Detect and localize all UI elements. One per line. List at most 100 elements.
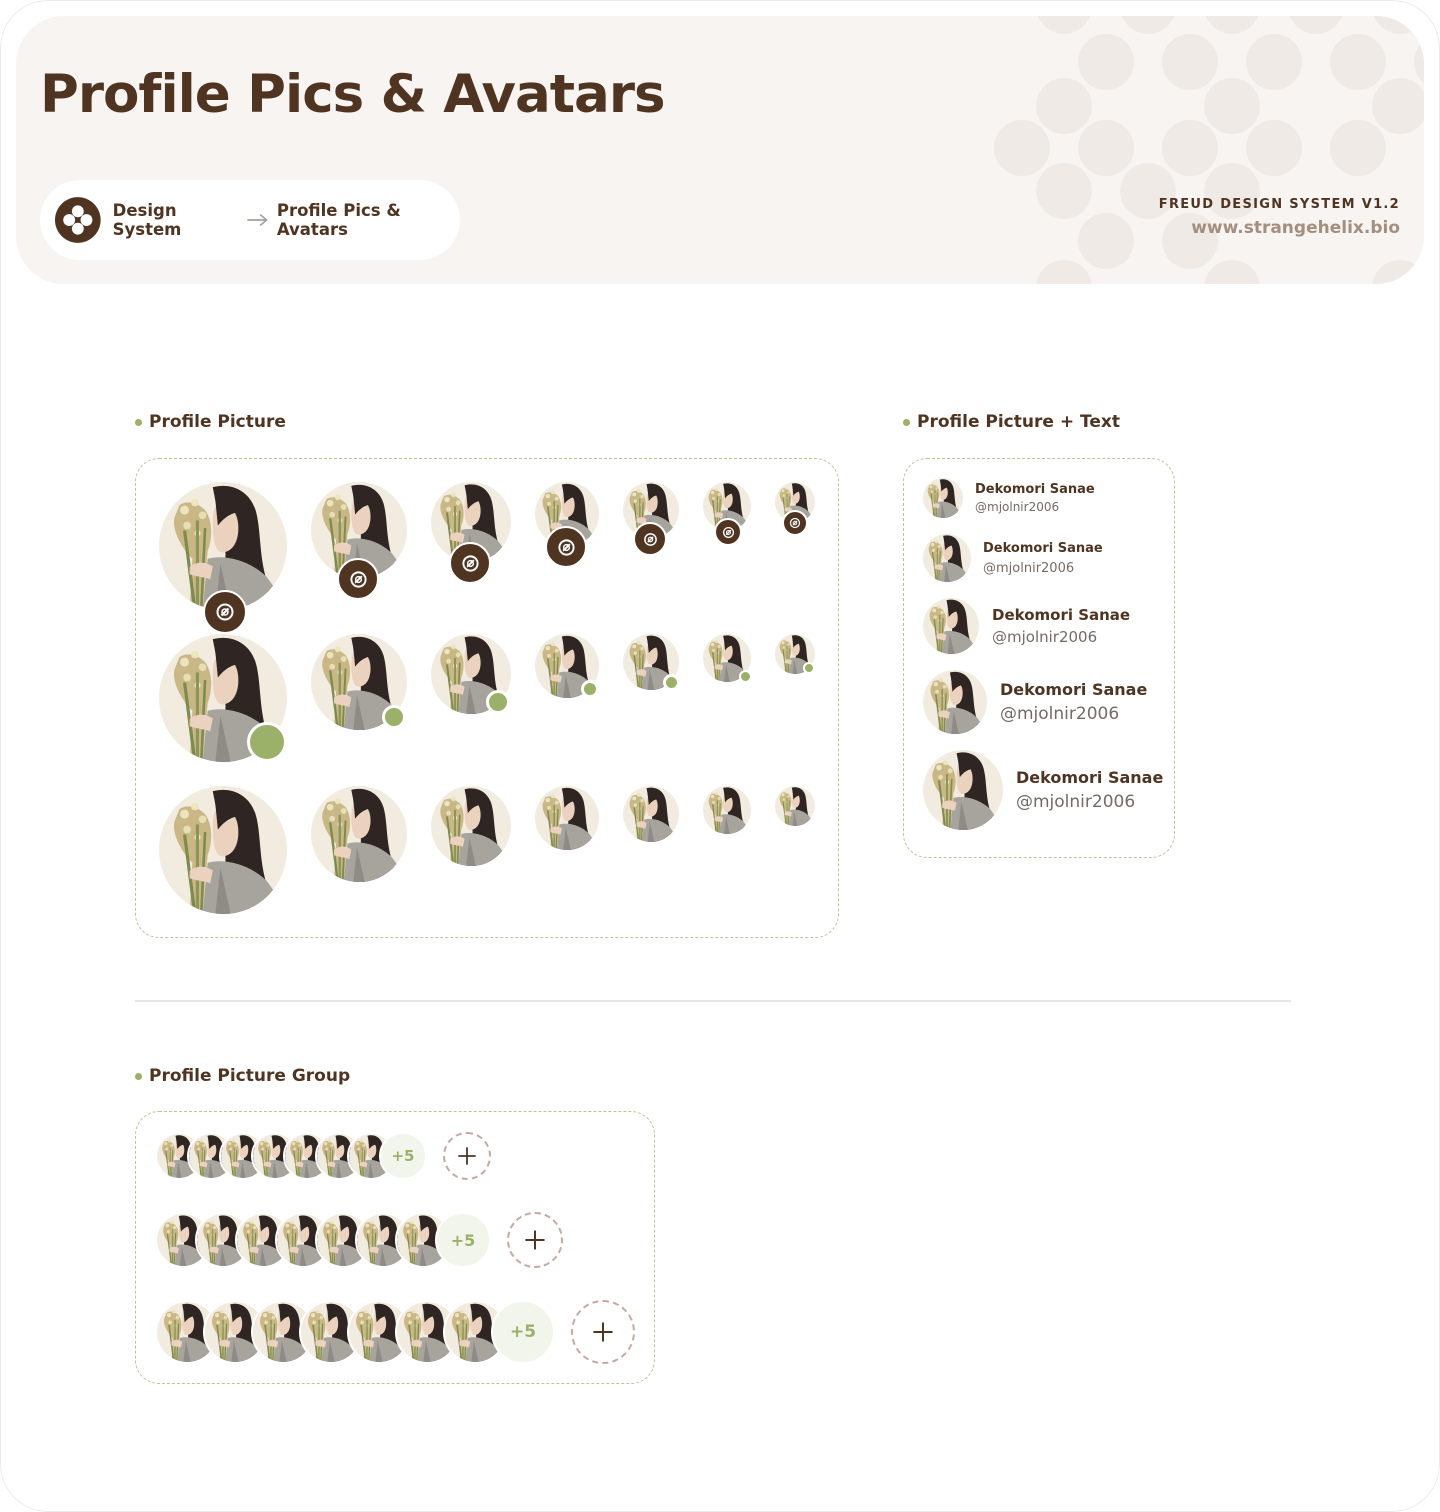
breadcrumb-design-system[interactable]: Design System <box>112 201 182 239</box>
avatar-xs-online[interactable] <box>623 634 680 691</box>
plus-icon <box>593 1322 613 1342</box>
online-status-dot <box>247 722 287 762</box>
avatar <box>923 478 963 518</box>
verified-badge-icon <box>203 590 247 634</box>
avatar <box>623 786 679 842</box>
online-status-dot <box>739 670 752 683</box>
decorative-circle-pattern <box>994 16 1424 284</box>
profile-name: Dekomori Sanae <box>1016 768 1164 787</box>
avatar <box>311 786 407 882</box>
avatar-md[interactable] <box>431 786 511 866</box>
avatar-md-verified[interactable] <box>431 482 511 584</box>
section-label-profile-picture: Profile Picture <box>135 412 286 432</box>
brand-url-link[interactable]: www.strangehelix.bio <box>1191 218 1400 238</box>
online-status-dot <box>486 690 510 714</box>
more-avatars-count[interactable]: +5 <box>435 1212 491 1268</box>
brand-block: FREUD DESIGN SYSTEM V1.2 www.strangeheli… <box>1159 197 1400 238</box>
section-divider <box>135 1000 1291 1002</box>
section-label-profile-picture-group: Profile Picture Group <box>135 1066 350 1086</box>
online-status-dot <box>581 680 599 698</box>
avatar-xl-verified[interactable] <box>159 482 287 634</box>
section-title-profile-picture-text: Profile Picture + Text <box>917 412 1120 432</box>
avatar-xxs-online[interactable] <box>703 634 752 683</box>
profile-name: Dekomori Sanae <box>992 606 1131 624</box>
avatar-xxs-verified[interactable] <box>703 482 751 546</box>
avatar-md-online[interactable] <box>431 634 511 714</box>
profile-name: Dekomori Sanae <box>983 540 1103 556</box>
avatar-group-lg[interactable]: +5 <box>155 1300 645 1366</box>
avatar-xs[interactable] <box>623 786 679 842</box>
profile-handle: @mjolnir2006 <box>1000 704 1120 724</box>
verified-badge-icon <box>449 542 491 584</box>
profile-picture-text-container: Dekomori Sanae @mjolnir2006 Dekomori San… <box>903 458 1175 858</box>
avatar-xxs[interactable] <box>703 786 751 834</box>
avatar-xl[interactable] <box>159 786 287 914</box>
plus-icon <box>458 1147 476 1165</box>
add-avatar-button[interactable] <box>507 1212 563 1268</box>
verified-badge-icon <box>782 510 808 536</box>
profile-name: Dekomori Sanae <box>1000 680 1148 699</box>
avatar-tiny-online[interactable] <box>775 634 815 674</box>
avatar <box>923 534 971 582</box>
verified-badge-icon <box>714 518 742 546</box>
profile-text-row-xl[interactable]: Dekomori Sanae @mjolnir2006 <box>923 750 1163 830</box>
avatar-lg-verified[interactable] <box>311 482 407 600</box>
section-title-profile-picture: Profile Picture <box>149 412 286 432</box>
verified-badge-icon <box>545 526 587 568</box>
avatar-sm[interactable] <box>535 786 599 850</box>
avatar-group-sm[interactable]: +5 <box>155 1132 491 1182</box>
profile-text: Dekomori Sanae @mjolnir2006 <box>1000 680 1147 724</box>
avatar-xl-online[interactable] <box>159 634 287 762</box>
section-dot <box>135 418 142 426</box>
breadcrumb: Design System Profile Pics & Avatars <box>40 180 460 260</box>
profile-text-row-md[interactable]: Dekomori Sanae @mjolnir2006 <box>923 598 1130 654</box>
profile-handle: @mjolnir2006 <box>983 560 1075 576</box>
more-avatars-count[interactable]: +5 <box>379 1132 427 1180</box>
profile-text-row-xs[interactable]: Dekomori Sanae @mjolnir2006 <box>923 478 1095 518</box>
profile-text-row-lg[interactable]: Dekomori Sanae @mjolnir2006 <box>923 670 1147 734</box>
section-dot <box>903 418 910 426</box>
avatar <box>775 786 815 826</box>
section-label-profile-picture-text: Profile Picture + Text <box>903 412 1120 432</box>
verified-badge-icon <box>337 558 379 600</box>
plus-icon <box>525 1230 545 1250</box>
avatar-tiny[interactable] <box>775 786 815 826</box>
profile-text: Dekomori Sanae @mjolnir2006 <box>992 606 1130 646</box>
avatar <box>923 750 1003 830</box>
avatar-xs-verified[interactable] <box>623 482 679 556</box>
avatar <box>923 598 979 654</box>
avatar-sm-verified[interactable] <box>535 482 599 568</box>
more-avatars-count[interactable]: +5 <box>491 1300 555 1364</box>
online-status-dot <box>663 674 680 691</box>
avatar-group-md[interactable]: +5 <box>155 1212 575 1270</box>
avatar-lg[interactable] <box>311 786 407 882</box>
brand-name: FREUD DESIGN SYSTEM V1.2 <box>1158 197 1400 212</box>
avatar-tiny-verified[interactable] <box>775 482 815 536</box>
online-status-dot <box>382 705 406 729</box>
profile-text: Dekomori Sanae @mjolnir2006 <box>1016 768 1163 812</box>
profile-name: Dekomori Sanae <box>975 482 1095 497</box>
breadcrumb-current-page[interactable]: Profile Pics & Avatars <box>276 201 401 239</box>
freud-logo-icon <box>55 197 101 243</box>
avatar <box>535 786 599 850</box>
online-status-dot <box>803 662 815 674</box>
profile-text-row-sm[interactable]: Dekomori Sanae @mjolnir2006 <box>923 534 1103 582</box>
add-avatar-button[interactable] <box>571 1300 635 1364</box>
profile-handle: @mjolnir2006 <box>975 500 1060 514</box>
avatar <box>159 786 287 914</box>
page-title: Profile Pics & Avatars <box>40 64 666 125</box>
verified-badge-icon <box>633 522 667 556</box>
profile-picture-group-container: +5 +5 +5 <box>135 1111 655 1384</box>
avatar-sm-online[interactable] <box>535 634 599 698</box>
arrow-right-icon <box>247 214 268 226</box>
header-banner: Profile Pics & Avatars Design System Pro… <box>16 16 1424 284</box>
avatar-lg-online[interactable] <box>311 634 407 730</box>
profile-text: Dekomori Sanae @mjolnir2006 <box>975 482 1095 514</box>
profile-handle: @mjolnir2006 <box>992 628 1098 646</box>
avatar <box>703 786 751 834</box>
avatar <box>431 786 511 866</box>
profile-picture-container <box>135 458 839 938</box>
add-avatar-button[interactable] <box>443 1132 491 1180</box>
profile-text: Dekomori Sanae @mjolnir2006 <box>983 541 1103 576</box>
avatar <box>923 670 987 734</box>
